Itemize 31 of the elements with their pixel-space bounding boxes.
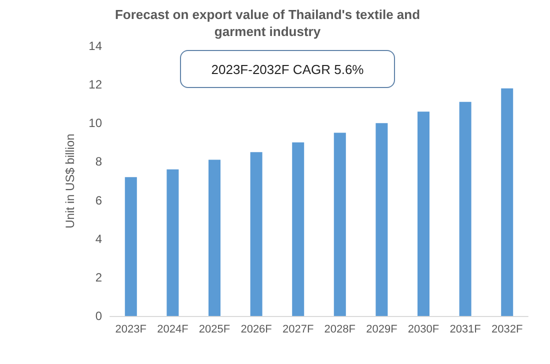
- bar: [418, 112, 430, 316]
- bar: [292, 142, 304, 316]
- y-tick-label: 12: [88, 78, 102, 92]
- x-tick-label: 2028F: [324, 324, 356, 336]
- y-tick-label: 4: [95, 232, 102, 246]
- x-tick-label: 2024F: [157, 324, 189, 336]
- chart-title: Forecast on export value of Thailand's textile and garment industry: [114, 6, 422, 40]
- y-axis-title: Unit in US$ billion: [63, 134, 77, 228]
- bar: [208, 160, 220, 316]
- x-tick-label: 2029F: [366, 324, 398, 336]
- annotation: 2023F-2032F CAGR 5.6%: [180, 50, 395, 88]
- x-tick-label: 2026F: [240, 324, 272, 336]
- y-tick-label: 0: [95, 309, 102, 323]
- x-tick-label: 2027F: [282, 324, 314, 336]
- y-tick-label: 6: [95, 193, 102, 208]
- x-tick-label: 2023F: [115, 324, 147, 336]
- bar: [459, 102, 472, 316]
- bar: [250, 152, 262, 316]
- x-tick-label: 2031F: [450, 324, 482, 336]
- y-tick-label: 10: [88, 116, 102, 130]
- bar: [501, 88, 514, 316]
- y-tick-label: 8: [95, 154, 102, 169]
- x-tick-label: 2030F: [408, 324, 440, 336]
- y-tick-label: 2: [95, 270, 102, 284]
- y-tick-label: 14: [88, 39, 102, 53]
- bar: [166, 169, 179, 316]
- bar: [376, 123, 388, 316]
- x-tick-label: 2032F: [492, 324, 523, 336]
- bar: [334, 132, 346, 316]
- x-tick-label: 2025F: [198, 324, 230, 336]
- bar: [124, 177, 137, 316]
